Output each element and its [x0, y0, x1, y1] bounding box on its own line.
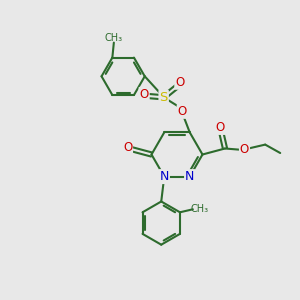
Text: O: O: [178, 105, 187, 118]
Text: O: O: [240, 143, 249, 156]
Text: N: N: [160, 170, 169, 183]
Text: S: S: [160, 91, 168, 104]
Text: O: O: [216, 121, 225, 134]
Text: O: O: [175, 76, 184, 89]
Text: CH₃: CH₃: [105, 33, 123, 43]
Text: N: N: [185, 170, 194, 183]
Text: O: O: [123, 141, 132, 154]
Text: O: O: [140, 88, 149, 101]
Text: CH₃: CH₃: [191, 204, 209, 214]
